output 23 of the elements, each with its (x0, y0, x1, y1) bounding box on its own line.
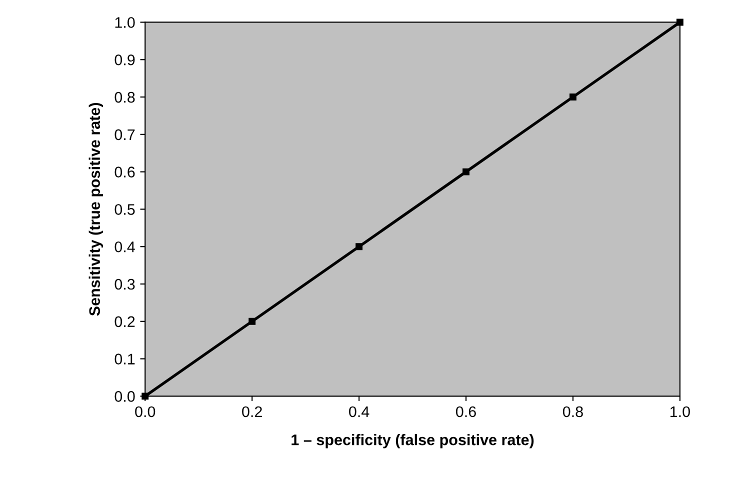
point (462, 168, 470, 176)
x-tick-label: 1.0 (670, 406, 690, 418)
y-tick-label: 0.2 (114, 316, 135, 328)
y-tick-label: 0.9 (114, 54, 135, 66)
point (569, 94, 576, 100)
x-tick-label: 0.6 (456, 406, 476, 418)
x-tick-label: 0.8 (562, 406, 583, 418)
point (248, 318, 256, 325)
y-tick-label: 1.0 (115, 17, 135, 28)
y-tick-label: 0.8 (114, 92, 135, 103)
y-tick-label: 0.1 (114, 354, 135, 364)
y-tick-label: 0.7 (114, 129, 135, 140)
x-axis-title: 1 – specificity (false positive rate) (292, 434, 534, 448)
x-tick-label: 0.4 (349, 406, 370, 418)
y-tick-label: 0.3 (114, 278, 135, 290)
y-tick-label: 0.0 (114, 391, 135, 402)
y-tick-label: 0.6 (114, 166, 135, 178)
y-tick-label: 0.5 (114, 204, 135, 215)
point (356, 243, 363, 250)
y-axis-title: Sensitivity (true positive rate) (88, 102, 104, 316)
y-tick-label: 0.4 (114, 241, 135, 252)
x-tick-label: 0.2 (242, 406, 262, 418)
x-tick-label: 0.0 (135, 406, 156, 418)
